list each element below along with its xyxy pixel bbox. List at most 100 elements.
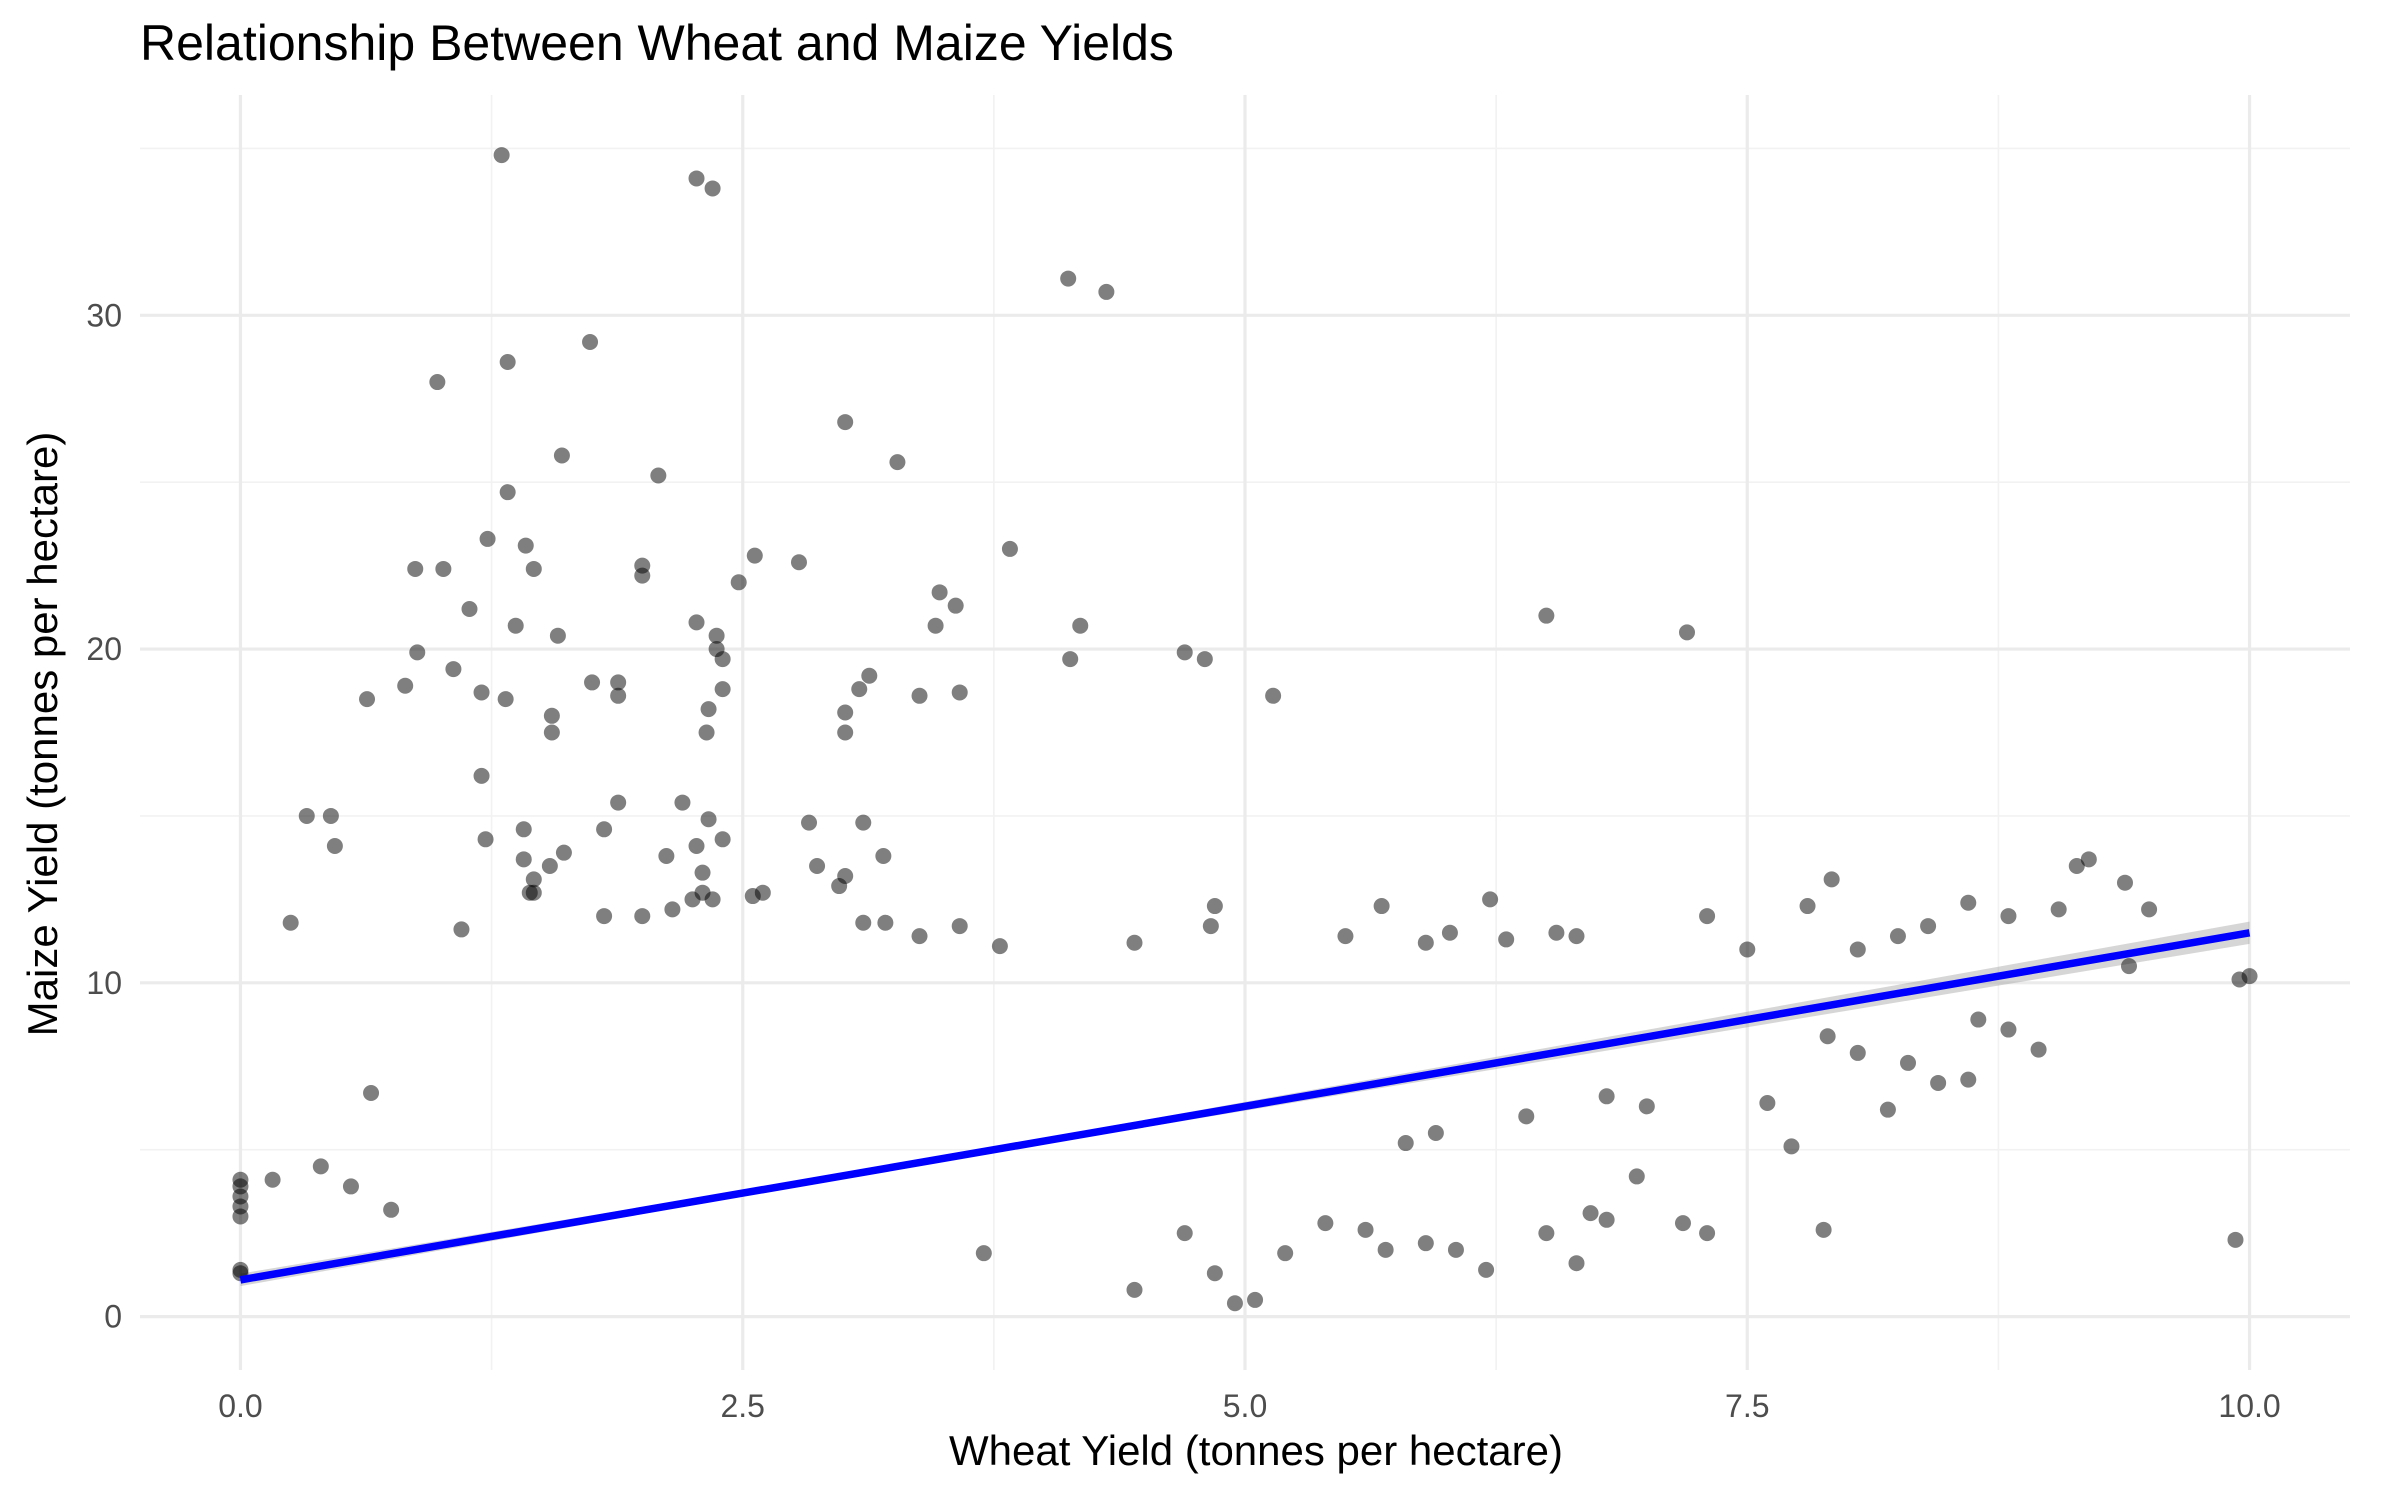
scatter-point <box>861 667 878 684</box>
scatter-point <box>1277 1245 1294 1262</box>
scatter-point <box>1062 651 1079 668</box>
y-axis-ticks: 0 10 20 30 <box>86 297 122 1334</box>
scatter-point <box>708 627 725 644</box>
scatter-point <box>610 674 627 691</box>
scatter-point <box>1202 918 1219 935</box>
scatter-point <box>927 617 944 634</box>
scatter-point <box>1739 941 1756 958</box>
scatter-point <box>477 831 494 848</box>
scatter-point <box>2141 901 2158 918</box>
scatter-point <box>517 537 534 554</box>
scatter-point <box>1879 1101 1896 1118</box>
scatter-point <box>541 858 558 875</box>
scatter-point <box>1819 1028 1836 1045</box>
scatter-point <box>2030 1041 2047 1058</box>
scatter-point <box>674 794 691 811</box>
scatter-point <box>1930 1074 1947 1091</box>
scatter-point <box>1598 1211 1615 1228</box>
scatter-point <box>1098 283 1115 300</box>
scatter-point <box>1628 1168 1645 1185</box>
x-axis-ticks: 0.0 2.5 5.0 7.5 10.0 <box>218 1388 2280 1424</box>
scatter-point <box>473 684 490 701</box>
scatter-point <box>232 1208 249 1225</box>
scatter-point <box>1849 1044 1866 1061</box>
scatter-point <box>525 560 542 577</box>
scatter-point <box>746 547 763 564</box>
scatter-point <box>507 617 524 634</box>
scatter-point <box>1001 540 1018 557</box>
scatter-point <box>837 704 854 721</box>
y-tick-label: 0 <box>104 1299 122 1335</box>
scatter-point <box>1699 908 1716 925</box>
scatter-point <box>2227 1231 2244 1248</box>
scatter-point <box>1357 1221 1374 1238</box>
scatter-point <box>499 484 516 501</box>
scatter-point <box>1568 1255 1585 1272</box>
scatter-point <box>1568 928 1585 945</box>
y-tick-label: 30 <box>86 297 122 333</box>
scatter-point <box>1498 931 1515 948</box>
scatter-point <box>704 180 721 197</box>
scatter-point <box>1176 644 1193 661</box>
scatter-point <box>1783 1138 1800 1155</box>
scatter-point <box>1759 1094 1776 1111</box>
scatter-point <box>1960 1071 1977 1088</box>
scatter-point <box>991 938 1008 955</box>
scatter-point <box>688 614 705 631</box>
scatter-point <box>851 681 868 698</box>
scatter-point <box>543 724 560 741</box>
scatter-point <box>1397 1135 1414 1152</box>
scatter-point <box>837 724 854 741</box>
scatter-point <box>714 651 731 668</box>
x-tick-label: 2.5 <box>720 1388 764 1424</box>
scatter-point <box>282 914 299 931</box>
scatter-point <box>951 918 968 935</box>
scatter-point <box>322 807 339 824</box>
scatter-point <box>359 691 376 708</box>
scatter-point <box>688 170 705 187</box>
scatter-point <box>1889 928 1906 945</box>
scatter-point <box>831 878 848 895</box>
scatter-point <box>2050 901 2067 918</box>
scatter-point <box>429 374 446 391</box>
scatter-point <box>298 807 315 824</box>
scatter-point <box>363 1084 380 1101</box>
scatter-point <box>515 851 532 868</box>
scatter-point <box>521 884 538 901</box>
scatter-point <box>1582 1205 1599 1222</box>
scatter-point <box>499 354 516 371</box>
scatter-point <box>975 1245 992 1262</box>
scatter-point <box>1196 651 1213 668</box>
scatter-point <box>1337 928 1354 945</box>
scatter-point <box>801 814 818 831</box>
scatter-point <box>596 821 613 838</box>
scatter-point <box>1265 687 1282 704</box>
scatter-point <box>1538 607 1555 624</box>
scatter-point <box>875 847 892 864</box>
y-tick-label: 10 <box>86 965 122 1001</box>
scatter-point <box>1815 1221 1832 1238</box>
scatter-point <box>1417 934 1434 951</box>
scatter-point <box>1126 1281 1143 1298</box>
scatter-point <box>1478 1261 1495 1278</box>
data-points <box>232 147 2258 1312</box>
scatter-point <box>383 1201 400 1218</box>
scatter-point <box>877 914 894 931</box>
scatter-point <box>1538 1225 1555 1242</box>
scatter-point <box>493 147 510 164</box>
scatter-point <box>2080 851 2097 868</box>
scatter-point <box>1447 1241 1464 1258</box>
scatter-point <box>1920 918 1937 935</box>
scatter-point <box>582 333 599 350</box>
scatter-point <box>1638 1098 1655 1115</box>
scatter-point <box>1247 1291 1264 1308</box>
scatter-point <box>1849 941 1866 958</box>
scatter-point <box>1970 1011 1987 1028</box>
scatter-point <box>549 627 566 644</box>
scatter-point <box>1373 898 1390 915</box>
scatter-point <box>435 560 452 577</box>
scatter-point <box>650 467 667 484</box>
scatter-point <box>543 707 560 724</box>
scatter-point <box>264 1171 281 1188</box>
scatter-point <box>730 574 747 591</box>
